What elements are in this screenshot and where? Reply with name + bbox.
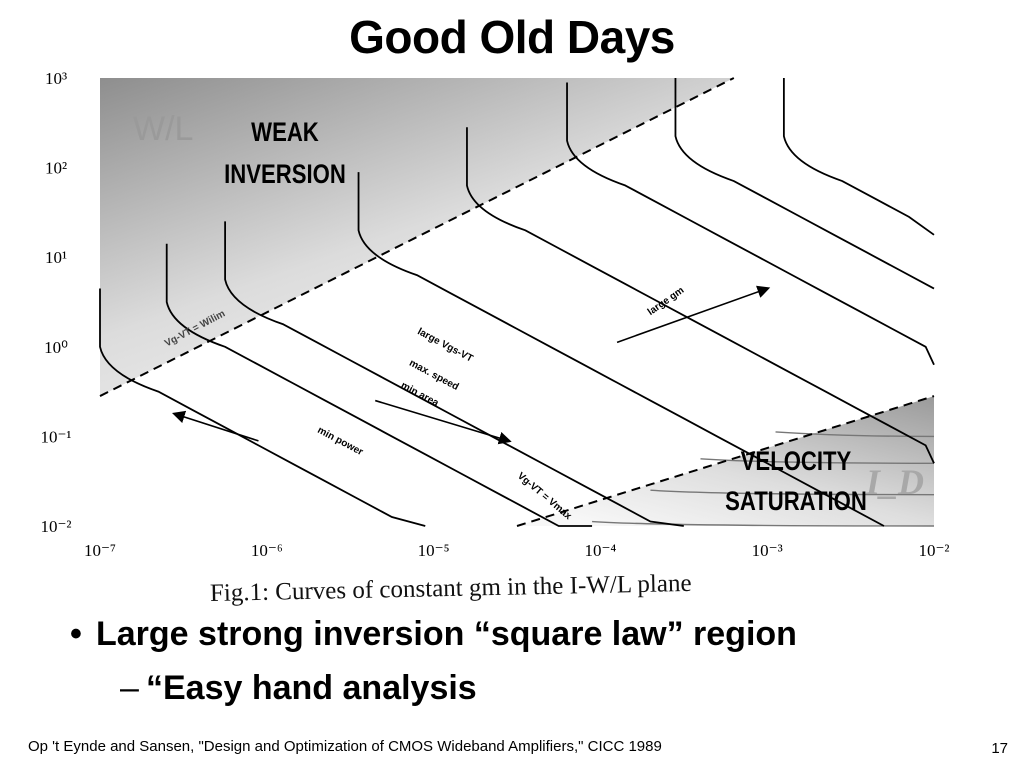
gm-curve [782, 78, 935, 236]
page-number: 17 [991, 740, 1008, 757]
x-tick-label: 10⁻⁴ [584, 541, 616, 560]
bullet-marker: • [70, 615, 82, 653]
saturation-curves [592, 431, 935, 527]
slide-title: Good Old Days [349, 11, 675, 63]
gm-curve [224, 221, 684, 527]
x-axis-label: I_D [865, 462, 924, 502]
saturation-curve [700, 458, 935, 464]
y-axis-label: W/L [133, 110, 193, 148]
weak-inversion-boundary [99, 77, 735, 397]
gm-curve [165, 243, 593, 527]
saturation-curve [592, 520, 935, 527]
gm-curve [566, 82, 935, 366]
sub-bullet-marker: – [120, 669, 139, 707]
x-tick-label: 10⁻³ [752, 541, 783, 560]
x-tick-label: 10⁻⁶ [251, 541, 283, 560]
velocity-saturation-label-line1: VELOCITY [741, 447, 852, 477]
gm-curve [357, 172, 885, 527]
min-power-arrow [172, 410, 259, 442]
x-tick-label: 10⁻⁷ [84, 541, 116, 560]
sub-bullet-item: – “Easy hand analysis [120, 669, 477, 708]
gm-curve [99, 288, 426, 527]
y-axis-ticks: 10³ 10² 10¹ 10⁰ 10⁻¹ 10⁻² [40, 69, 71, 536]
x-tick-label: 10⁻⁵ [418, 541, 450, 560]
arrows [172, 285, 771, 445]
x-tick-label: 10⁻² [918, 541, 949, 560]
bullet-item: • Large strong inversion “square law” reg… [70, 615, 797, 654]
y-tick-label: 10⁻² [40, 517, 71, 536]
y-tick-label: 10⁰ [44, 338, 68, 357]
sub-bullet-text: “Easy hand analysis [146, 669, 477, 707]
max-speed-arrow [374, 399, 512, 445]
y-tick-label: 10² [45, 159, 67, 178]
y-tick-label: 10⁻¹ [40, 427, 71, 446]
weak-inversion-label-line2: INVERSION [224, 160, 346, 190]
gm-curves [99, 78, 935, 527]
saturation-curve [650, 489, 935, 496]
gm-curve [466, 127, 935, 464]
y-tick-label: 10³ [45, 69, 67, 88]
saturation-curve [775, 431, 935, 438]
velocity-saturation-boundary [516, 395, 935, 527]
velocity-saturation-region [517, 396, 934, 526]
velocity-saturation-label-line2: SATURATION [725, 487, 867, 517]
weak-inversion-label-line1: WEAK [251, 118, 319, 148]
large-gm-arrow [616, 285, 771, 344]
footer-reference: Op 't Eynde and Sansen, "Design and Opti… [28, 738, 662, 755]
x-axis-ticks: 10⁻⁷ 10⁻⁶ 10⁻⁵ 10⁻⁴ 10⁻³ 10⁻² [84, 541, 949, 560]
gm-curve [674, 78, 935, 290]
y-tick-label: 10¹ [45, 248, 67, 267]
bullet-text: Large strong inversion “square law” regi… [96, 615, 797, 653]
